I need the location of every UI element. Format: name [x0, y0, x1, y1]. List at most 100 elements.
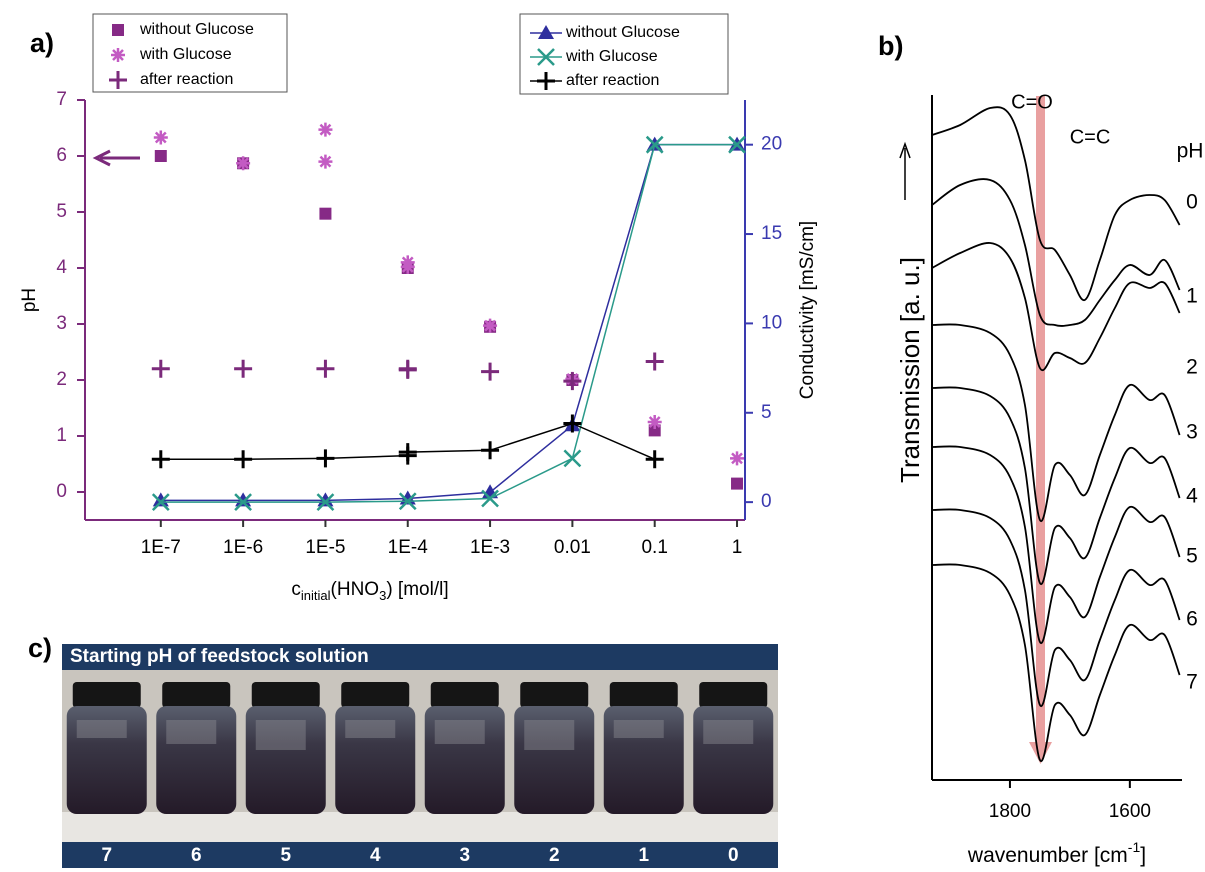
bottle-body: [514, 706, 595, 814]
marker: [481, 362, 500, 381]
x-axis-label-superscript: -1: [1128, 839, 1141, 855]
legend-label: without Glucose: [565, 24, 680, 41]
x-tick-label: 1E-6: [223, 537, 263, 558]
marker: [563, 372, 582, 391]
marker: [483, 318, 498, 333]
x-axis-label-part: ) [mol/l]: [386, 579, 448, 600]
y2-tick-label: 15: [761, 223, 782, 244]
spectrum: [931, 386, 1181, 585]
bottle-cap: [251, 682, 320, 708]
panel-label: a): [30, 28, 54, 58]
bottle-label: 4: [370, 845, 381, 866]
bottle-highlight: [524, 720, 575, 750]
x-axis-label-part: (HNO: [331, 579, 380, 600]
bottle-highlight: [703, 720, 754, 744]
spectrum: [931, 563, 1181, 762]
y-tick-label: 7: [56, 89, 67, 110]
bottle-highlight: [76, 720, 127, 738]
marker: [563, 449, 582, 468]
marker: [645, 135, 664, 154]
series-line: [160, 143, 738, 502]
marker: [316, 449, 335, 468]
bottle-body: [66, 706, 147, 814]
bottle-highlight: [255, 720, 306, 750]
bottle-highlight: [166, 720, 217, 744]
y-tick-label: 0: [56, 481, 67, 502]
y-axis-label: Transmission [a. u.]: [895, 257, 925, 483]
bottle-cap: [520, 682, 589, 708]
photo-title: Starting pH of feedstock solution: [70, 646, 369, 667]
co-arrow: [1029, 96, 1052, 764]
x-axis-label-part: wavenumber [cm: [967, 844, 1128, 867]
marker: [316, 359, 335, 378]
annotation: C=O: [1011, 91, 1053, 113]
y2-axis-label: Conductivity [mS/cm]: [797, 221, 818, 399]
marker: [645, 352, 664, 371]
series-label: 1: [1186, 285, 1198, 308]
legend-marker: [537, 72, 555, 90]
x-tick-label: 1E-7: [141, 537, 181, 558]
x-tick-label: 1: [732, 537, 743, 558]
legend-label: after reaction: [566, 72, 659, 89]
bottle-body: [693, 706, 774, 814]
marker: [151, 359, 170, 378]
marker: [318, 122, 333, 137]
series-line: [160, 143, 738, 503]
y-tick-label: 4: [56, 257, 67, 278]
x-tick-label: 1E-4: [388, 537, 429, 558]
marker: [153, 130, 168, 145]
series-label: 4: [1186, 485, 1198, 508]
marker: [318, 154, 333, 169]
bottle-label: 5: [280, 845, 291, 866]
legend-marker: [109, 71, 127, 89]
bottle-label: 1: [638, 845, 649, 866]
legend-label: after reaction: [140, 71, 233, 88]
spectrum: [931, 106, 1181, 301]
bottle-body: [245, 706, 326, 814]
panel-label: c): [28, 633, 52, 663]
legend-label: with Glucose: [139, 46, 232, 63]
y2-tick-label: 0: [761, 491, 772, 512]
y-tick-label: 6: [56, 145, 67, 166]
y-tick-label: 2: [56, 369, 67, 390]
x-axis-label-part: ]: [1140, 844, 1146, 867]
x-axis-label: wavenumber [cm-1]: [967, 839, 1146, 867]
bottle-body: [603, 706, 684, 814]
y-tick-label: 1: [56, 425, 67, 446]
bottle-highlight: [613, 720, 664, 738]
bottle-cap: [430, 682, 499, 708]
y-tick-label: 3: [56, 313, 67, 334]
legend-title: pH: [1177, 140, 1204, 163]
bottle-highlight: [345, 720, 396, 738]
marker: [151, 493, 170, 512]
marker: [398, 492, 417, 511]
legend-marker: [111, 48, 125, 62]
y2-tick-label: 10: [761, 312, 782, 333]
annotation: C=C: [1070, 126, 1111, 148]
series-label: 7: [1186, 671, 1198, 694]
y-arrow: [899, 141, 911, 200]
legend-marker: [538, 25, 554, 39]
y2-tick-label: 5: [761, 402, 772, 423]
marker: [400, 259, 415, 274]
legend-label: without Glucose: [139, 21, 254, 38]
marker: [398, 443, 417, 462]
x-tick-label: 1E-3: [470, 537, 510, 558]
x-tick-label: 0.1: [641, 537, 667, 558]
marker: [647, 415, 662, 429]
marker: [398, 360, 417, 379]
marker: [234, 493, 253, 512]
x-axis-label-part: c: [291, 579, 301, 600]
bottle-label: 3: [459, 845, 470, 866]
axis-arrow: [92, 149, 140, 167]
spectrum: [931, 445, 1181, 644]
bottle-cap: [72, 682, 141, 708]
bottle-cap: [162, 682, 231, 708]
marker: [319, 207, 332, 220]
bottle-cap: [341, 682, 410, 708]
marker: [645, 450, 664, 469]
series-label: 5: [1186, 545, 1198, 568]
spectrum: [931, 178, 1181, 327]
panel-label: b): [878, 31, 903, 61]
